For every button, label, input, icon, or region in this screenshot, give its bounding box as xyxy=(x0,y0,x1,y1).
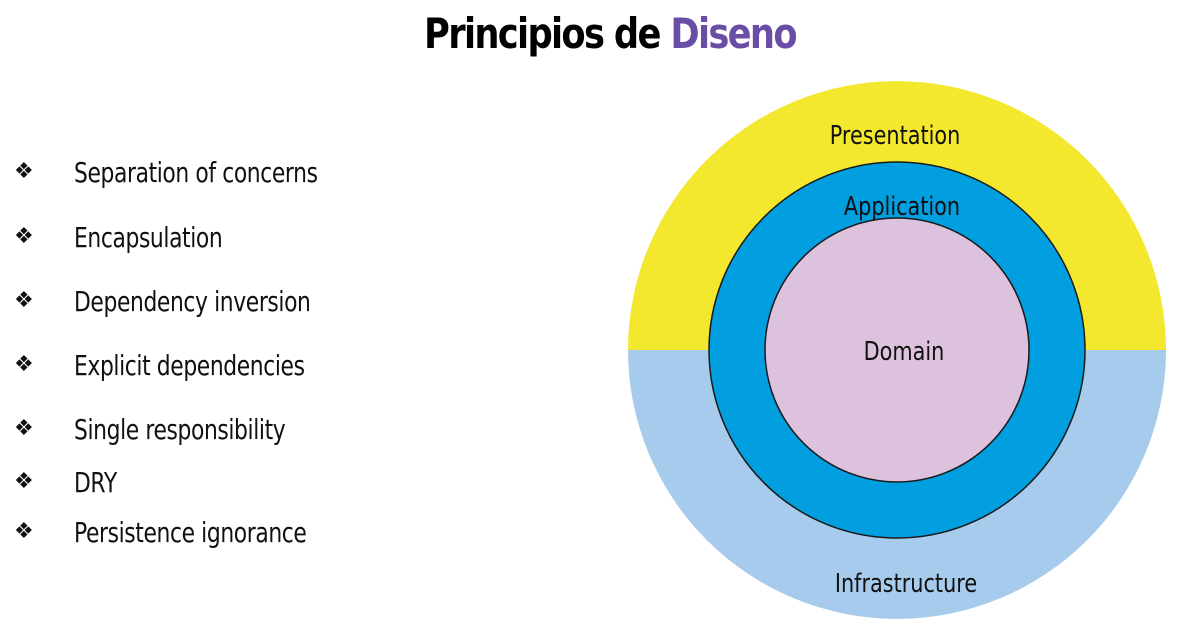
principle-item: ❖ Separation of concerns xyxy=(14,154,386,190)
principle-item: ❖ Encapsulation xyxy=(14,219,264,255)
principle-item: ❖ Explicit dependencies xyxy=(14,347,370,383)
bullet-icon: ❖ xyxy=(14,159,34,184)
principle-item: ❖ Dependency inversion xyxy=(14,283,377,319)
bullet-icon: ❖ xyxy=(14,416,34,441)
principle-label: Dependency inversion xyxy=(74,284,311,318)
title-main: Principios de xyxy=(424,9,661,58)
principle-label: DRY xyxy=(74,465,117,499)
principle-label: Single responsibility xyxy=(74,412,286,446)
principle-item: ❖ DRY xyxy=(14,464,129,500)
infrastructure-label: Infrastructure xyxy=(835,568,977,599)
presentation-label: Presentation xyxy=(830,120,961,151)
bullet-icon: ❖ xyxy=(14,519,34,544)
principle-label: Explicit dependencies xyxy=(74,348,305,382)
principle-label: Encapsulation xyxy=(74,220,223,254)
principle-item: ❖ Single responsibility xyxy=(14,411,345,447)
principle-item: ❖ Persistence ignorance xyxy=(14,514,372,550)
domain-layer xyxy=(764,217,1030,483)
bullet-icon: ❖ xyxy=(14,224,34,249)
title-accent: Diseno xyxy=(670,9,797,58)
application-label: Application xyxy=(844,191,960,222)
bullet-icon: ❖ xyxy=(14,288,34,313)
principles-list: ❖ Separation of concerns ❖ Encapsulation ❖… xyxy=(14,0,574,632)
bullet-icon: ❖ xyxy=(14,469,34,494)
bullet-icon: ❖ xyxy=(14,352,34,377)
principle-label: Separation of concerns xyxy=(74,155,318,189)
page-title: Principios de Diseno xyxy=(98,8,1123,60)
domain-label: Domain xyxy=(864,336,945,367)
principle-label: Persistence ignorance xyxy=(74,515,307,549)
